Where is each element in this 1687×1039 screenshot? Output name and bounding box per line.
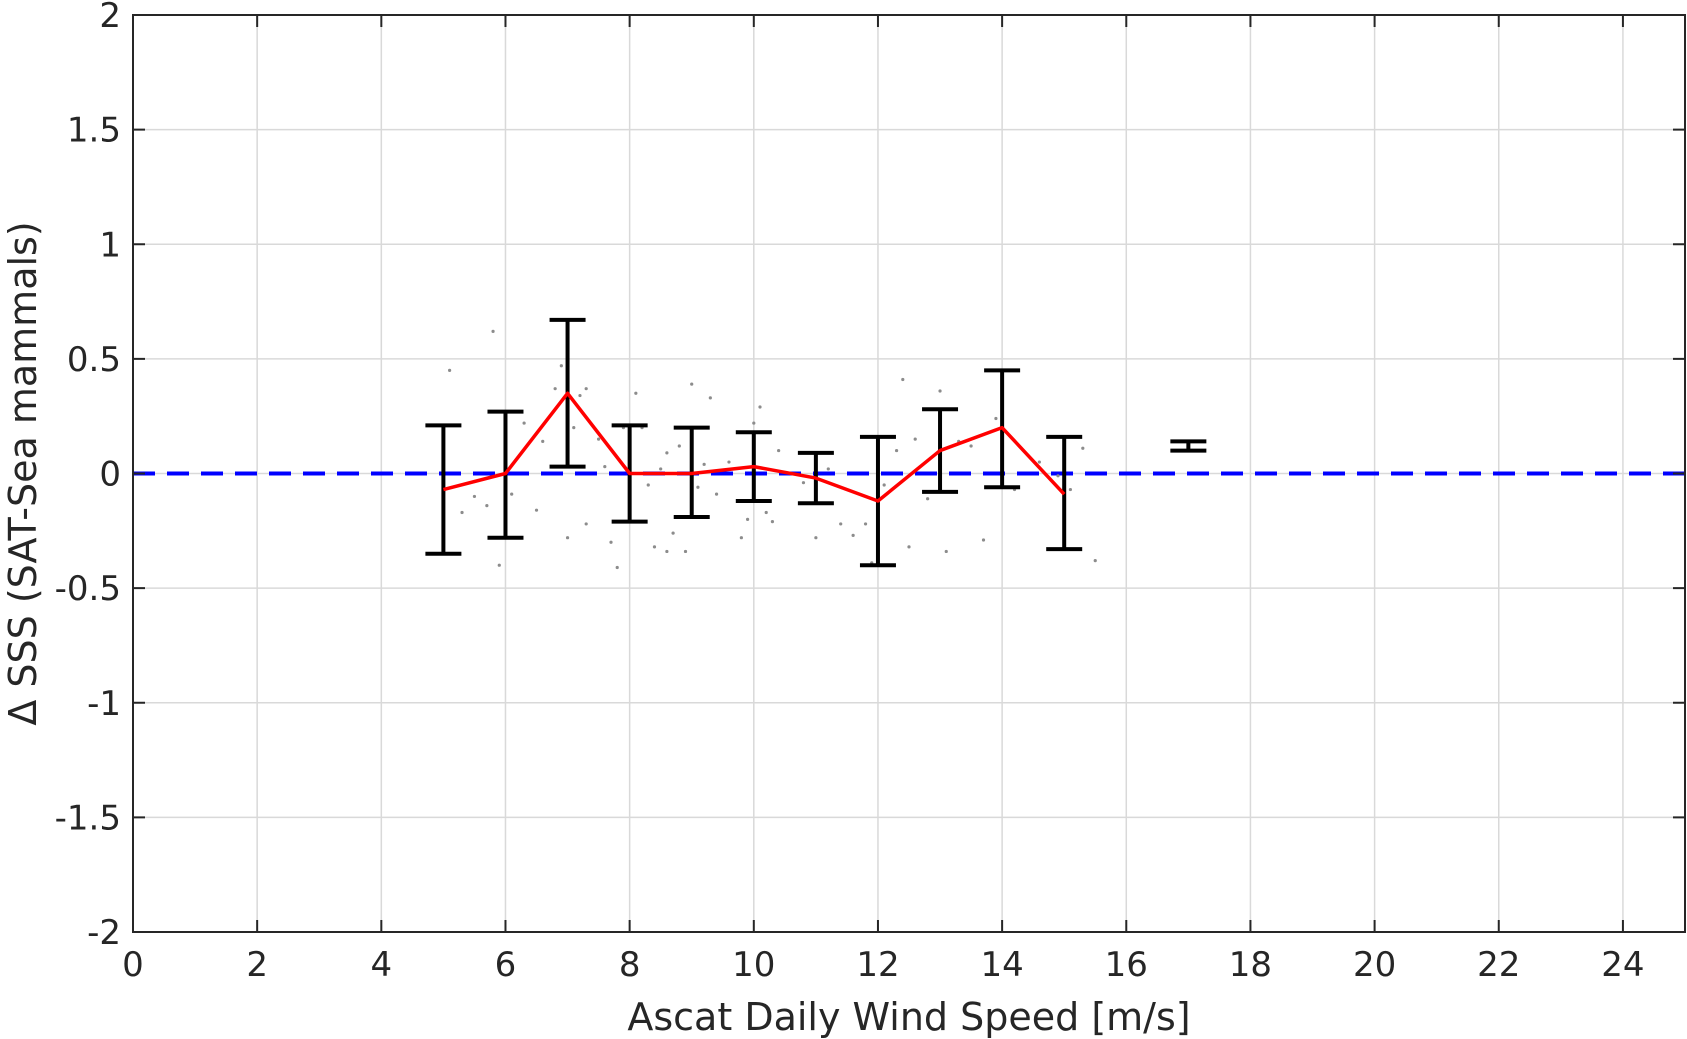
- x-tick-label-7: 14: [980, 945, 1023, 985]
- x-tick-label-3: 6: [495, 945, 517, 985]
- scatter-point-70: [1056, 474, 1060, 478]
- scatter-point-12: [559, 364, 563, 368]
- scatter-point-46: [770, 520, 775, 524]
- scatter-point-20: [603, 465, 607, 469]
- scatter-point-37: [702, 462, 706, 466]
- y-axis-label: Δ SSS (SAT-Sea mammals): [1, 221, 45, 725]
- scatter-point-4: [491, 329, 495, 333]
- scatter-point-62: [938, 389, 942, 393]
- scatter-point-8: [522, 421, 526, 425]
- scatter-point-63: [944, 549, 948, 554]
- scatter-point-50: [814, 536, 818, 540]
- scatter-point-41: [739, 536, 743, 540]
- scatter-point-42: [745, 517, 750, 521]
- scatter-point-34: [683, 549, 688, 554]
- y-tick-label-5: 0.5: [67, 340, 121, 380]
- x-tick-label-12: 24: [1601, 945, 1644, 985]
- scatter-point-43: [752, 421, 756, 425]
- scatter-point-61: [926, 497, 930, 501]
- scatter-point-71: [1068, 487, 1073, 492]
- scatter-point-38: [708, 396, 712, 400]
- x-tick-label-1: 2: [246, 945, 268, 985]
- y-tick-label-4: 0: [99, 455, 121, 495]
- scatter-point-59: [907, 545, 911, 549]
- x-tick-label-0: 0: [122, 945, 144, 985]
- scatter-point-39: [714, 492, 719, 496]
- scatter-point-73: [1093, 559, 1097, 563]
- x-axis-ticks: 0 2 4 6 8 10 12 14 16 18 20 22 24: [122, 15, 1645, 985]
- y-tick-label-6: 1: [99, 225, 121, 265]
- scatter-point-16: [578, 393, 582, 398]
- scatter-point-60: [913, 437, 917, 441]
- x-tick-label-5: 10: [732, 945, 775, 985]
- scatter-point-15: [572, 426, 576, 430]
- scatter-point-33: [677, 444, 681, 448]
- y-tick-label-0: -2: [87, 913, 121, 953]
- scatter-point-40: [727, 460, 731, 464]
- scatter-point-17: [584, 387, 588, 391]
- scatter-point-58: [901, 377, 905, 382]
- scatter-point-5: [497, 563, 501, 567]
- scatter-point-51: [826, 467, 830, 471]
- scatter-point-25: [634, 391, 638, 395]
- y-tick-label-2: -1: [87, 684, 121, 724]
- x-tick-label-10: 20: [1353, 945, 1396, 985]
- scatter-point-57: [894, 448, 899, 453]
- scatter-point-3: [485, 503, 489, 508]
- scatter-point-7: [510, 492, 514, 496]
- x-tick-label-6: 12: [856, 945, 899, 985]
- scatter-point-27: [646, 483, 650, 487]
- scatter-point-14: [565, 536, 570, 540]
- y-axis-ticks: -2 -1.5 -1 -0.5 0 0.5 1 1.5 2: [55, 0, 1685, 953]
- scatter-point-32: [671, 531, 675, 535]
- scatter-point-35: [690, 382, 694, 386]
- x-tick-label-11: 22: [1477, 945, 1520, 985]
- scatter-point-45: [764, 510, 768, 515]
- scatter-point-69: [1037, 460, 1041, 464]
- y-tick-label-7: 1.5: [67, 111, 121, 151]
- mean-line-path: [442, 391, 1066, 503]
- scatter-point-54: [863, 522, 868, 526]
- scatter-points: [448, 329, 1097, 570]
- scatter-point-30: [665, 549, 669, 554]
- scatter-point-66: [981, 538, 986, 542]
- x-tick-label-2: 4: [370, 945, 392, 985]
- scatter-point-22: [615, 565, 619, 570]
- mean-line: [442, 391, 1066, 503]
- y-tick-label-1: -1.5: [55, 798, 121, 838]
- scatter-point-65: [969, 444, 973, 448]
- y-tick-label-3: -0.5: [55, 569, 121, 609]
- error-bar-11: [1170, 439, 1207, 453]
- y-tick-label-8: 2: [99, 0, 121, 36]
- scatter-point-67: [994, 416, 998, 421]
- x-axis-label: Ascat Daily Wind Speed [m/s]: [627, 995, 1190, 1039]
- scatter-point-0: [448, 368, 452, 372]
- x-tick-label-4: 8: [619, 945, 641, 985]
- scatter-point-21: [609, 540, 613, 544]
- scatter-point-52: [839, 522, 843, 526]
- grid-lines: [133, 15, 1685, 932]
- x-tick-label-8: 16: [1105, 945, 1148, 985]
- scatter-point-11: [553, 387, 557, 391]
- scatter-point-19: [597, 437, 601, 441]
- scatter-point-36: [696, 485, 700, 489]
- scatter-point-49: [801, 481, 806, 485]
- scatter-point-31: [665, 451, 669, 455]
- scatter-point-44: [758, 405, 762, 409]
- scatter-point-72: [1081, 446, 1085, 450]
- scatter-point-9: [534, 508, 539, 512]
- scatter-point-2: [472, 494, 477, 499]
- scatter-point-56: [882, 483, 886, 487]
- scatter-point-1: [460, 510, 464, 515]
- scatter-point-10: [541, 439, 545, 444]
- scatter-point-53: [851, 533, 855, 537]
- x-tick-label-9: 18: [1229, 945, 1272, 985]
- scatter-point-18: [584, 522, 588, 526]
- scatter-point-28: [652, 545, 657, 549]
- scatter-point-29: [659, 467, 663, 471]
- scatter-point-47: [777, 448, 781, 453]
